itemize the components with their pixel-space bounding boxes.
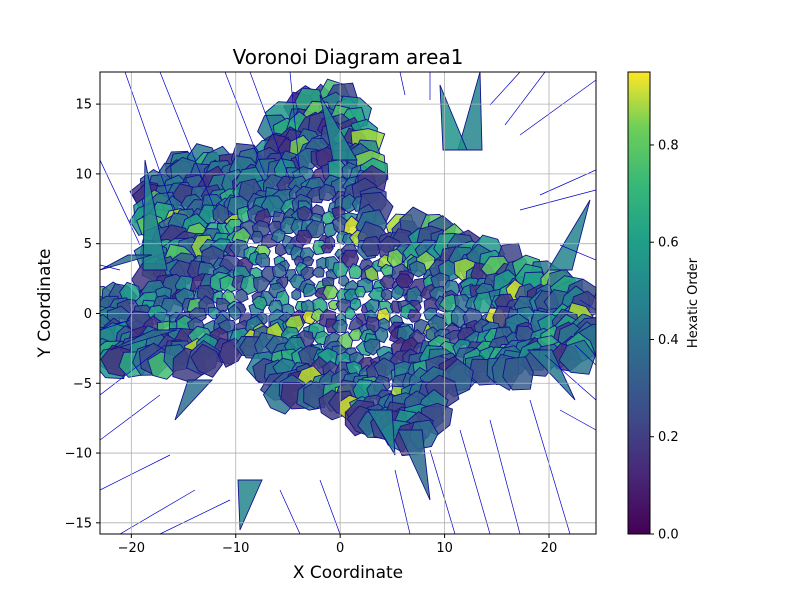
voronoi-cell	[174, 379, 214, 421]
voronoi-cell	[190, 343, 223, 378]
colorbar-tick-label: 0.6	[658, 236, 679, 251]
x-axis: −20 −10 0 10 20	[118, 534, 558, 556]
y-tick-label: 5	[84, 237, 92, 252]
voronoi-cell	[100, 254, 153, 271]
x-axis-label: X Coordinate	[293, 563, 403, 583]
voronoi-ray	[559, 244, 596, 261]
voronoi-ray	[489, 419, 521, 534]
voronoi-ray	[429, 449, 456, 534]
voronoi-ray	[574, 344, 596, 366]
y-tick-label: −15	[65, 516, 92, 531]
chart-title: Voronoi Diagram area1	[233, 45, 464, 69]
colorbar-tick-label: 0.2	[658, 430, 679, 445]
x-tick-label: 0	[336, 541, 344, 556]
voronoi-ray	[579, 299, 596, 311]
voronoi-cell	[295, 229, 313, 246]
colorbar: 0.0 0.2 0.4 0.6 0.8 Hexatic Order	[627, 71, 701, 543]
x-tick-label: −20	[118, 541, 145, 556]
voronoi-cell	[311, 266, 325, 278]
voronoi-ray	[100, 264, 121, 271]
voronoi-cell	[305, 219, 326, 239]
colorbar-label: Hexatic Order	[686, 257, 701, 348]
voronoi-ray	[529, 399, 571, 534]
voronoi-cell	[354, 285, 367, 298]
voronoi-cell	[408, 260, 428, 278]
voronoi-ray	[504, 72, 546, 126]
voronoi-cell	[526, 349, 576, 401]
voronoi-ray	[100, 454, 171, 491]
voronoi-cell	[234, 288, 249, 304]
voronoi-cell	[319, 94, 358, 161]
voronoi-cell	[457, 72, 483, 151]
voronoi-cell	[320, 242, 334, 254]
voronoi-cell	[360, 235, 383, 257]
voronoi-cell	[302, 283, 317, 298]
voronoi-ray	[124, 72, 176, 216]
y-tick-label: 0	[84, 307, 92, 322]
voronoi-cell	[254, 252, 270, 268]
voronoi-ray	[519, 79, 596, 136]
voronoi-ray	[559, 409, 596, 431]
voronoi-ray	[289, 72, 301, 176]
colorbar-gradient	[627, 71, 651, 535]
voronoi-cell	[391, 284, 405, 301]
y-tick-label: −10	[65, 447, 92, 462]
plot-frame	[99, 71, 597, 535]
voronoi-cell	[558, 339, 596, 375]
voronoi-ray	[100, 344, 166, 396]
voronoi-cell	[502, 356, 534, 391]
voronoi-ray	[100, 159, 141, 246]
y-tick-label: 10	[75, 167, 92, 182]
voronoi-cell	[547, 199, 591, 271]
voronoi-ray	[224, 72, 266, 176]
y-tick-label: −5	[73, 377, 92, 392]
voronoi-ray	[459, 429, 491, 534]
voronoi-ray	[249, 72, 291, 181]
voronoi-ray	[159, 72, 216, 211]
voronoi-cell	[227, 303, 243, 321]
x-tick-label: 20	[541, 541, 558, 556]
voronoi-ray	[279, 489, 301, 534]
voronoi-cell	[270, 228, 286, 244]
voronoi-cell	[374, 326, 389, 344]
y-tick-label: 15	[75, 98, 92, 113]
y-axis: −15 −10 −5 0 5 10 15	[65, 98, 100, 531]
voronoi-cell	[367, 409, 396, 456]
voronoi-ray	[119, 489, 196, 534]
voronoi-ray	[100, 394, 161, 441]
voronoi-cell	[322, 284, 340, 300]
voronoi-cell	[407, 309, 422, 323]
plot-area	[99, 71, 597, 535]
voronoi-ray	[394, 469, 411, 534]
grid-lines	[100, 72, 596, 534]
voronoi-cell	[291, 288, 302, 301]
voronoi-cell	[318, 183, 337, 202]
voronoi-cells	[100, 72, 596, 531]
voronoi-ray	[519, 189, 596, 211]
x-tick-label: −10	[222, 541, 249, 556]
colorbar-tick-label: 0.0	[658, 528, 679, 543]
voronoi-cell	[439, 84, 468, 151]
voronoi-cell	[142, 159, 168, 271]
voronoi-cell	[348, 263, 364, 280]
voronoi-cell	[379, 274, 395, 290]
voronoi-ray	[159, 499, 231, 534]
voronoi-ray	[489, 72, 521, 106]
voronoi-cell	[237, 479, 263, 531]
voronoi-ray	[544, 354, 596, 401]
y-axis-label: Y Coordinate	[35, 249, 55, 359]
voronoi-cell	[251, 295, 268, 311]
voronoi-ray	[399, 72, 406, 96]
voronoi-cell	[397, 429, 431, 501]
colorbar-tick-label: 0.8	[658, 138, 679, 153]
voronoi-ray	[100, 319, 131, 331]
x-tick-label: 10	[436, 541, 453, 556]
colorbar-tick-label: 0.4	[658, 333, 679, 348]
voronoi-ray	[319, 479, 341, 534]
voronoi-cell	[327, 299, 340, 311]
